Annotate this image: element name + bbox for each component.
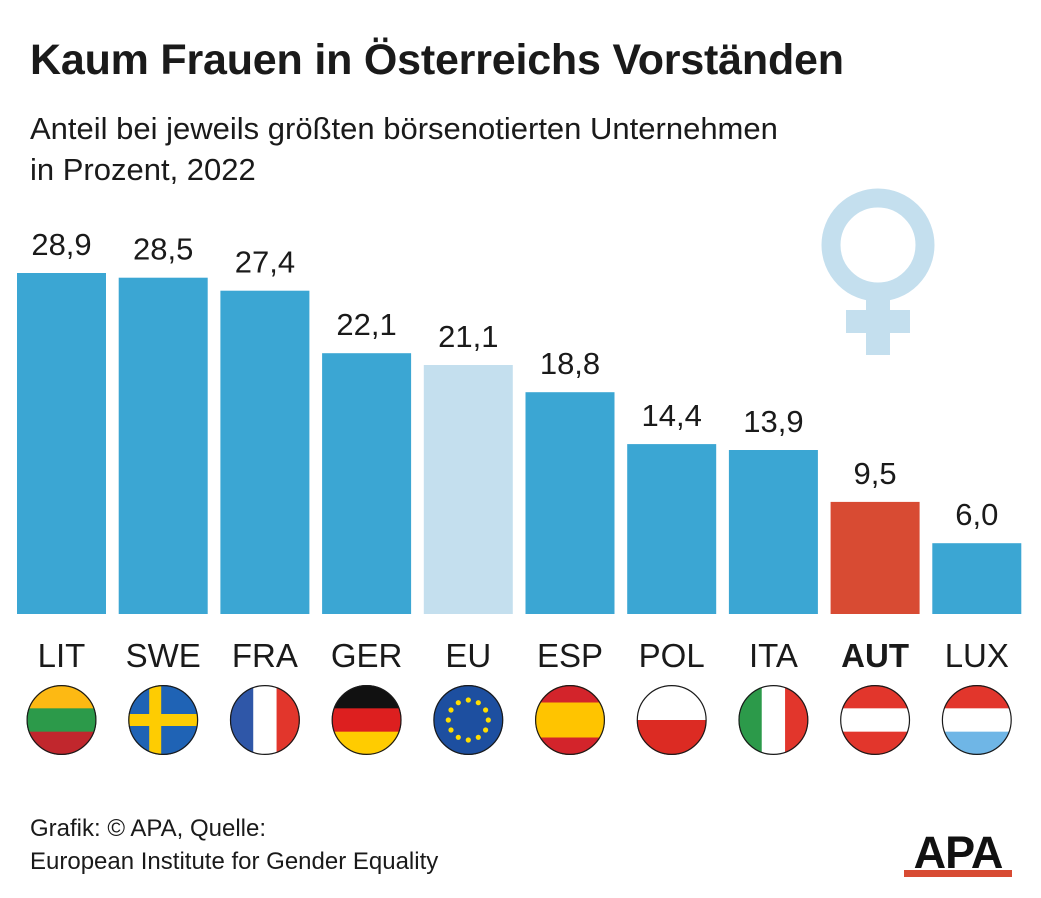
bar-ger bbox=[322, 353, 412, 614]
bar-ita bbox=[728, 450, 818, 614]
source-line-2: European Institute for Gender Equality bbox=[30, 848, 439, 875]
bar-esp bbox=[525, 392, 615, 614]
bar-lit bbox=[17, 273, 106, 614]
subtitle-line-1: Anteil bei jeweils größten börsenotierte… bbox=[30, 111, 778, 146]
value-label-eu: 21,1 bbox=[438, 319, 498, 354]
category-label-fra: FRA bbox=[232, 637, 298, 674]
logo-underline bbox=[904, 870, 1012, 877]
category-label-ita: ITA bbox=[749, 637, 798, 674]
bar-aut bbox=[830, 501, 920, 614]
value-label-esp: 18,8 bbox=[540, 346, 600, 381]
value-label-swe: 28,5 bbox=[133, 232, 193, 267]
eu-flag-icon bbox=[433, 685, 504, 755]
category-label-lit: LIT bbox=[38, 637, 86, 674]
category-label-pol: POL bbox=[639, 637, 705, 674]
bar-lux bbox=[932, 543, 1022, 614]
female-symbol-icon bbox=[821, 188, 935, 355]
flags-group bbox=[26, 684, 1012, 755]
category-label-lux: LUX bbox=[945, 637, 1009, 674]
category-label-ger: GER bbox=[331, 637, 403, 674]
sweden-flag-icon bbox=[128, 685, 199, 755]
chart-subtitle: Anteil bei jeweils größten börsenotierte… bbox=[30, 108, 990, 190]
subtitle-line-2: in Prozent, 2022 bbox=[30, 152, 256, 187]
value-label-aut: 9,5 bbox=[854, 456, 897, 491]
source-note: Grafik: © APA, Quelle: European Institut… bbox=[30, 812, 438, 878]
category-label-swe: SWE bbox=[126, 637, 201, 674]
bar-fra bbox=[220, 290, 310, 614]
value-labels-group: 28,9 28,5 27,4 22,1 21,1 18,8 14,4 13,9 9,5 6,0 bbox=[31, 227, 998, 532]
value-label-ita: 13,9 bbox=[743, 404, 803, 439]
bar-swe bbox=[118, 277, 208, 614]
bars-group bbox=[17, 273, 1022, 614]
value-label-pol: 14,4 bbox=[642, 398, 702, 433]
value-label-fra: 27,4 bbox=[235, 245, 295, 280]
category-label-aut: AUT bbox=[841, 637, 909, 674]
chart-title: Kaum Frauen in Österreichs Vorständen bbox=[30, 36, 844, 84]
apa-logo: APA bbox=[904, 832, 1012, 878]
bar-chart: 28,9 28,5 27,4 22,1 21,1 18,8 14,4 13,9 9,5 6,0 L… bbox=[17, 188, 1022, 755]
value-label-lit: 28,9 bbox=[31, 227, 91, 262]
category-label-esp: ESP bbox=[537, 637, 603, 674]
category-labels-group: LIT SWE FRA GER EU ESP POL ITA AUT LUX bbox=[38, 637, 1009, 674]
category-label-eu: EU bbox=[445, 637, 491, 674]
value-label-ger: 22,1 bbox=[336, 307, 396, 342]
bar-eu bbox=[423, 365, 513, 614]
value-label-lux: 6,0 bbox=[955, 497, 998, 532]
source-line-1: Grafik: © APA, Quelle: bbox=[30, 815, 266, 842]
bar-pol bbox=[627, 444, 717, 614]
